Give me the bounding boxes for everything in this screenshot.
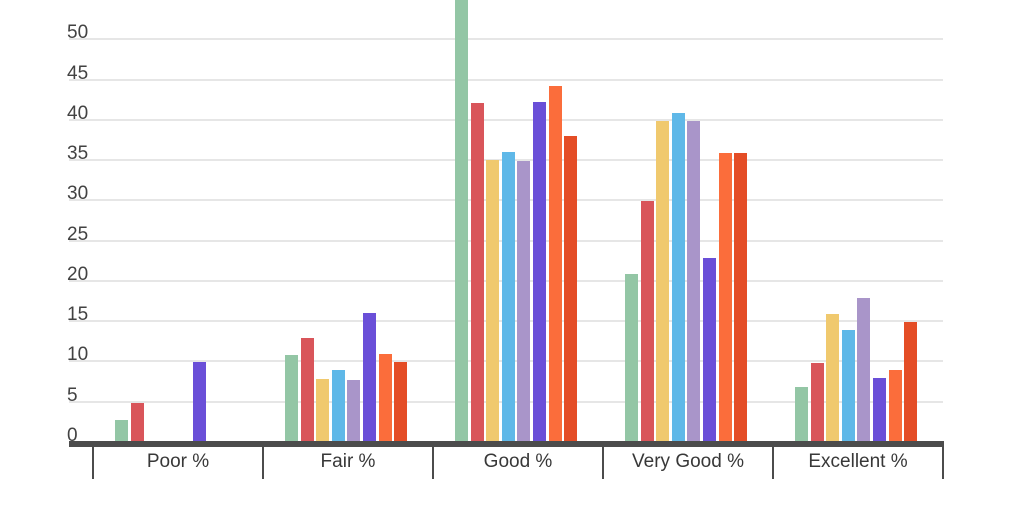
- y-axis-tick-label: 10: [67, 344, 89, 366]
- x-axis-category-label: Fair %: [320, 451, 376, 472]
- bar-orange: [548, 85, 562, 445]
- bar-light-blue: [671, 112, 685, 445]
- bar-red: [640, 201, 654, 445]
- x-axis-tick: [942, 441, 944, 479]
- bar-yellow: [656, 120, 670, 445]
- bar-yellow: [826, 313, 840, 445]
- bar-lavender: [857, 297, 871, 445]
- bar-lavender: [687, 121, 701, 445]
- bar-dark-orange: [394, 362, 408, 445]
- y-axis-tick-label: 35: [67, 143, 89, 165]
- bar-yellow: [486, 160, 500, 445]
- x-axis-category-label: Excellent %: [808, 451, 908, 472]
- bar-green: [455, 0, 468, 445]
- x-axis-tick: [262, 441, 264, 479]
- y-axis-tick-label: 20: [67, 263, 89, 285]
- x-axis-tick: [92, 441, 94, 479]
- gridline-50: [69, 38, 943, 41]
- bar-yellow: [316, 379, 330, 445]
- bar-dark-orange: [904, 321, 918, 445]
- bar-orange: [378, 354, 392, 445]
- y-axis-tick-label: 0: [67, 425, 78, 446]
- bar-lavender: [347, 379, 361, 445]
- bar-dark-orange: [564, 135, 578, 445]
- bar-light-blue: [841, 330, 855, 445]
- bar-purple: [533, 102, 546, 445]
- bar-dark-orange: [734, 152, 748, 445]
- bar-purple: [873, 378, 886, 445]
- bar-light-blue: [501, 152, 515, 445]
- bar-purple: [363, 313, 376, 445]
- gridline-45: [69, 78, 943, 81]
- bar-purple: [703, 257, 716, 445]
- x-axis-tick: [772, 441, 774, 479]
- y-axis-tick-label: 5: [67, 384, 78, 406]
- y-axis-tick-label: 40: [67, 102, 89, 124]
- bar-red: [130, 403, 144, 445]
- y-axis-tick-label: 25: [67, 223, 89, 245]
- bar-green: [115, 420, 128, 445]
- x-axis-tick: [602, 441, 604, 479]
- x-axis-line: [69, 441, 944, 447]
- bar-orange: [888, 370, 902, 445]
- y-axis-tick-label: 30: [67, 183, 89, 205]
- bar-red: [810, 363, 824, 445]
- bar-green: [625, 273, 638, 445]
- bar-red: [470, 102, 484, 445]
- x-axis-category-label: Very Good %: [632, 451, 744, 472]
- bar-orange: [718, 152, 732, 445]
- y-axis-tick-label: 15: [67, 304, 89, 326]
- y-axis-tick-label: 50: [67, 22, 89, 44]
- bar-red: [300, 338, 314, 445]
- x-axis-category-label: Good %: [483, 451, 553, 472]
- bar-purple: [193, 362, 206, 445]
- gridline-40: [69, 118, 943, 121]
- bar-green: [285, 355, 298, 445]
- x-axis-tick: [432, 441, 434, 479]
- bar-light-blue: [331, 370, 345, 445]
- bar-green: [795, 387, 808, 445]
- bar-lavender: [517, 160, 531, 445]
- y-axis-tick-label: 45: [67, 62, 89, 84]
- x-axis-category-label: Poor %: [146, 451, 210, 472]
